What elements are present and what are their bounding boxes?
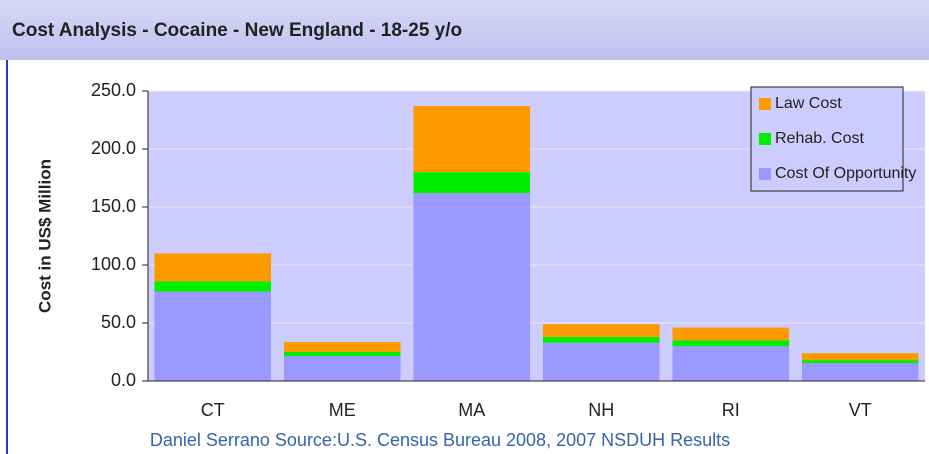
bar-segment <box>154 281 272 292</box>
legend-label: Law Cost <box>775 95 842 112</box>
bar-segment <box>283 342 401 352</box>
legend-label: Rehab. Cost <box>775 130 864 147</box>
chart-title: Cost Analysis - Cocaine - New England - … <box>12 20 462 41</box>
bar-segment <box>413 172 531 194</box>
legend-box <box>750 86 904 192</box>
bar-segment <box>801 353 919 361</box>
x-tick-label: NH <box>588 400 614 420</box>
y-tick-label: 200.0 <box>91 138 136 158</box>
bar-segment <box>801 360 919 364</box>
bar-segment <box>542 324 660 337</box>
bar-segment <box>801 363 919 381</box>
y-axis-title: Cost in US$ Million <box>35 159 54 313</box>
bar-segment <box>542 342 660 381</box>
y-tick-label: 100.0 <box>91 254 136 274</box>
source-note: Daniel Serrano Source:U.S. Census Bureau… <box>150 430 730 450</box>
bar-segment <box>413 193 531 381</box>
bar-segment <box>413 106 531 173</box>
bar-segment <box>154 291 272 381</box>
x-tick-label: MA <box>458 400 485 420</box>
bar-segment <box>542 336 660 343</box>
legend-swatch <box>759 98 771 110</box>
legend-swatch <box>759 133 771 145</box>
bar-segment <box>283 356 401 381</box>
y-tick-label: 0.0 <box>111 370 136 390</box>
legend-swatch <box>759 168 771 180</box>
y-tick-label: 150.0 <box>91 196 136 216</box>
legend-label: Cost Of Opportunity <box>775 165 916 182</box>
y-tick-label: 50.0 <box>101 312 136 332</box>
x-tick-label: CT <box>201 400 225 420</box>
x-tick-label: VT <box>849 400 872 420</box>
bar-segment <box>283 352 401 357</box>
y-tick-label: 250.0 <box>91 80 136 100</box>
bar-segment <box>672 340 790 347</box>
x-tick-label: ME <box>329 400 356 420</box>
bar-segment <box>154 253 272 282</box>
bar-segment <box>672 327 790 341</box>
header <box>0 0 929 60</box>
bar-segment <box>672 346 790 381</box>
x-tick-label: RI <box>722 400 740 420</box>
